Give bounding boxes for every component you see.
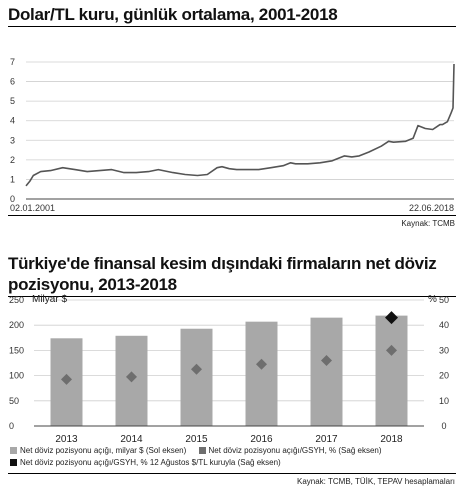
left-axis-tick: 50 — [9, 396, 19, 406]
right-axis-tick: 20 — [439, 371, 449, 381]
marker-gdp-ratio — [126, 371, 137, 383]
legend-item-gdp: Net döviz pozisyonu açığı/GSYH, % (Sağ e… — [198, 446, 382, 455]
left-axis-unit: Milyar $ — [32, 294, 67, 305]
right-axis-tick: 0 — [441, 421, 446, 431]
right-axis-unit: % — [428, 294, 437, 305]
right-axis-tick: 10 — [439, 396, 449, 406]
marker-gdp-ratio — [386, 344, 397, 356]
chart2-source: Kaynak: TCMB, TÜİK, TEPAV hesaplamaları — [297, 477, 455, 486]
category-label: 2015 — [185, 434, 208, 445]
category-label: 2013 — [55, 434, 78, 445]
legend-label-bars: Net döviz pozisyonu açığı, milyar $ (Sol… — [20, 446, 187, 455]
chart1-y-tick: 4 — [10, 116, 15, 126]
left-axis-tick: 250 — [9, 295, 24, 305]
chart1-plot: 0 1 2 3 4 5 6 7 02.01.2001 22.06.2018 — [10, 57, 455, 213]
legend-row-2: Net döviz pozisyonu açığı/GSYH, % 12 Ağu… — [10, 458, 291, 467]
bar — [375, 315, 408, 426]
chart1-bottom-rule — [8, 215, 456, 216]
legend-row-1: Net döviz pozisyonu açığı, milyar $ (Sol… — [10, 446, 392, 455]
x-start-label: 02.01.2001 — [10, 203, 55, 213]
chart2-title: Türkiye'de finansal kesim dışındaki firm… — [8, 254, 437, 294]
left-axis-tick: 200 — [9, 320, 24, 330]
legend-swatch-bars — [10, 447, 17, 454]
bar — [180, 328, 213, 426]
chart1-title-rule — [8, 26, 456, 27]
right-axis-tick: 40 — [439, 320, 449, 330]
legend-label-aug: Net döviz pozisyonu açığı/GSYH, % 12 Ağu… — [20, 458, 281, 467]
legend-item-aug: Net döviz pozisyonu açığı/GSYH, % 12 Ağu… — [10, 458, 281, 467]
chart2-title-rule — [8, 296, 456, 297]
marker-gdp-ratio — [256, 358, 267, 370]
x-end-label: 22.06.2018 — [409, 203, 454, 213]
chart1-title: Dolar/TL kuru, günlük ortalama, 2001-201… — [8, 5, 338, 24]
marker-aug-rate — [385, 311, 398, 325]
chart1-source: Kaynak: TCMB — [401, 219, 455, 228]
category-label: 2017 — [315, 434, 338, 445]
legend-swatch-gdp — [198, 447, 206, 454]
exchange-rate-line — [25, 63, 455, 187]
marker-gdp-ratio — [61, 373, 72, 385]
left-axis-tick: 150 — [9, 345, 24, 355]
category-label: 2016 — [250, 434, 273, 445]
bar — [310, 317, 343, 426]
chart1-y-tick: 1 — [10, 174, 15, 184]
legend-label-gdp: Net döviz pozisyonu açığı/GSYH, % (Sağ e… — [208, 446, 382, 455]
left-axis-tick: 100 — [9, 371, 24, 381]
chart2-plot: 0 50 100 150 200 250 0 10 20 30 40 50 Milyar $ % 2… — [9, 294, 449, 445]
left-axis-tick: 0 — [9, 421, 14, 431]
chart2-bottom-rule — [8, 473, 456, 474]
chart1-y-tick: 6 — [10, 77, 15, 87]
legend-item-bars: Net döviz pozisyonu açığı, milyar $ (Sol… — [10, 446, 186, 455]
chart1-y-tick: 7 — [10, 57, 15, 67]
chart1-y-tick: 3 — [10, 135, 15, 145]
bar — [245, 321, 278, 426]
marker-gdp-ratio — [321, 354, 332, 366]
marker-gdp-ratio — [191, 363, 202, 375]
category-label: 2018 — [380, 434, 403, 445]
chart1-y-tick: 5 — [10, 96, 15, 106]
right-axis-tick: 50 — [439, 295, 449, 305]
category-label: 2014 — [120, 434, 143, 445]
chart1-y-tick: 0 — [10, 194, 15, 204]
chart1-y-tick: 2 — [10, 155, 15, 165]
legend-swatch-aug — [10, 459, 17, 466]
right-axis-tick: 30 — [439, 345, 449, 355]
